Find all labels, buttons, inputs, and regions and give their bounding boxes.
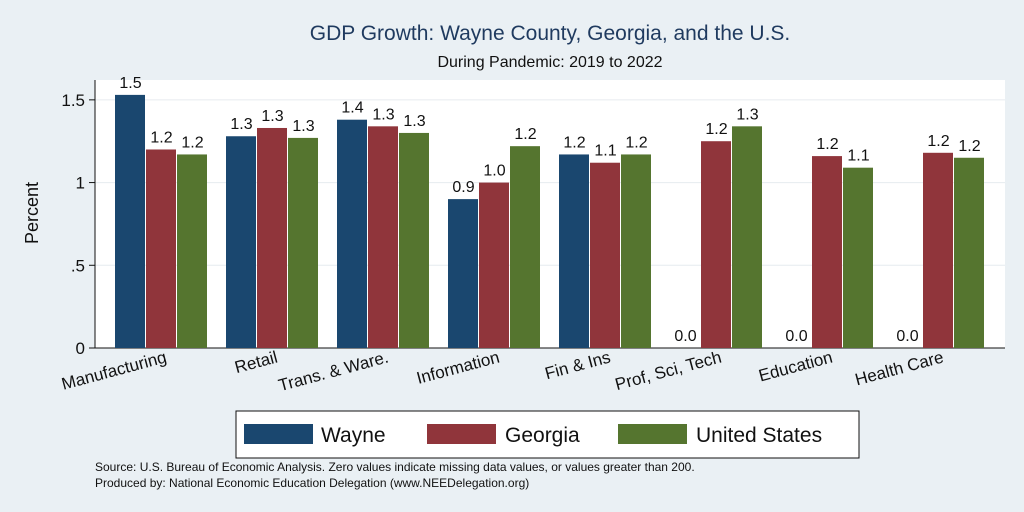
data-label: 0.0 <box>785 328 807 345</box>
data-label: 1.2 <box>514 126 536 143</box>
category-label: Information <box>414 348 501 388</box>
data-label: 1.0 <box>483 163 505 180</box>
bar-georgia <box>146 149 176 348</box>
data-label: 1.3 <box>230 116 252 133</box>
data-label: 0.0 <box>896 328 918 345</box>
data-label: 1.3 <box>372 106 394 123</box>
bar-united-states <box>399 132 429 348</box>
data-label: 1.3 <box>403 113 425 130</box>
category-label: Trans. & Ware. <box>276 348 390 396</box>
legend-swatch-wayne <box>244 424 313 444</box>
category-label: Health Care <box>853 348 946 390</box>
bar-georgia <box>701 141 731 348</box>
legend-box <box>235 410 860 459</box>
legend-label-georgia: Georgia <box>505 424 580 447</box>
data-label: 1.4 <box>341 100 363 117</box>
bar-georgia <box>812 156 842 348</box>
category-label: Prof, Sci, Tech <box>613 348 723 395</box>
data-label: 1.3 <box>736 106 758 123</box>
legend: Wayne Georgia United States <box>235 410 860 459</box>
legend-label-wayne: Wayne <box>321 424 386 447</box>
category-label: Education <box>757 348 835 386</box>
bar-united-states <box>288 137 318 348</box>
data-label: 1.2 <box>816 136 838 153</box>
data-label: 1.2 <box>958 138 980 155</box>
chart-title: GDP Growth: Wayne County, Georgia, and t… <box>310 22 791 45</box>
legend-swatch-georgia <box>427 424 496 444</box>
bar-united-states <box>510 146 540 348</box>
data-label: 1.2 <box>927 133 949 150</box>
bar-georgia <box>257 127 287 348</box>
bar-wayne <box>226 136 256 348</box>
bar-wayne <box>559 154 589 348</box>
bar-georgia <box>923 152 953 348</box>
chart-subtitle: During Pandemic: 2019 to 2022 <box>437 54 662 71</box>
bar-wayne <box>448 199 478 348</box>
source-note: Source: U.S. Bureau of Economic Analysis… <box>95 460 695 474</box>
data-label: 1.2 <box>150 129 172 146</box>
bar-united-states <box>843 167 873 348</box>
category-label: Fin & Ins <box>543 348 613 384</box>
bar-wayne <box>115 94 145 348</box>
y-axis-label: Percent <box>22 182 42 244</box>
data-label: 1.5 <box>119 75 141 92</box>
data-label: 0.0 <box>674 328 696 345</box>
y-tick-label: 0 <box>76 339 85 358</box>
bar-georgia <box>590 162 620 348</box>
data-label: 1.2 <box>625 134 647 151</box>
bar-united-states <box>954 157 984 348</box>
data-label: 1.3 <box>292 118 314 135</box>
data-label: 1.2 <box>705 121 727 138</box>
bar-united-states <box>621 154 651 348</box>
legend-label-united-states: United States <box>696 424 822 447</box>
bar-georgia <box>479 182 509 348</box>
data-label: 1.3 <box>261 108 283 125</box>
bar-wayne <box>337 119 367 348</box>
legend-swatch-united-states <box>618 424 687 444</box>
bar-georgia <box>368 126 398 348</box>
data-label: 1.2 <box>563 134 585 151</box>
y-tick-label: 1.5 <box>61 91 85 110</box>
y-tick-label: 1 <box>76 174 85 193</box>
data-label: 1.1 <box>847 148 869 165</box>
produced-by-note: Produced by: National Economic Education… <box>95 476 529 490</box>
y-tick-label: .5 <box>71 256 85 275</box>
bar-united-states <box>177 154 207 348</box>
data-label: 1.2 <box>181 134 203 151</box>
bar-united-states <box>732 126 762 348</box>
data-label: 1.1 <box>594 143 616 160</box>
category-label: Retail <box>233 348 280 378</box>
data-label: 0.9 <box>452 179 474 196</box>
